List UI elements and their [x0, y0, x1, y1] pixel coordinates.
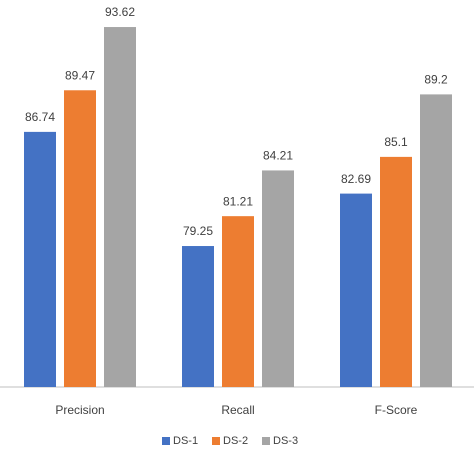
value-label: 89.2	[424, 73, 448, 87]
x-tick-label: Precision	[55, 403, 104, 417]
legend-label: DS-1	[173, 435, 198, 447]
value-label: 79.25	[183, 224, 213, 238]
value-label: 81.21	[223, 194, 253, 208]
legend-swatch	[212, 437, 220, 445]
value-label: 89.47	[65, 68, 95, 82]
value-label: 84.21	[263, 149, 293, 163]
legend-label: DS-3	[273, 435, 298, 447]
legend-swatch	[262, 437, 270, 445]
value-label: 82.69	[341, 172, 371, 186]
legend-swatch	[162, 437, 170, 445]
bar	[340, 193, 372, 387]
x-tick-label: F-Score	[375, 403, 418, 417]
bar	[380, 156, 412, 387]
value-label: 85.1	[384, 135, 408, 149]
value-label: 93.62	[105, 5, 135, 19]
bar	[24, 131, 56, 387]
bar	[222, 216, 254, 387]
x-tick-label: Recall	[221, 403, 254, 417]
value-label: 86.74	[25, 110, 55, 124]
bar	[182, 246, 214, 387]
bar	[420, 94, 452, 387]
bar	[104, 27, 136, 388]
bar	[262, 170, 294, 387]
legend-label: DS-2	[223, 435, 248, 447]
bar	[64, 90, 96, 388]
